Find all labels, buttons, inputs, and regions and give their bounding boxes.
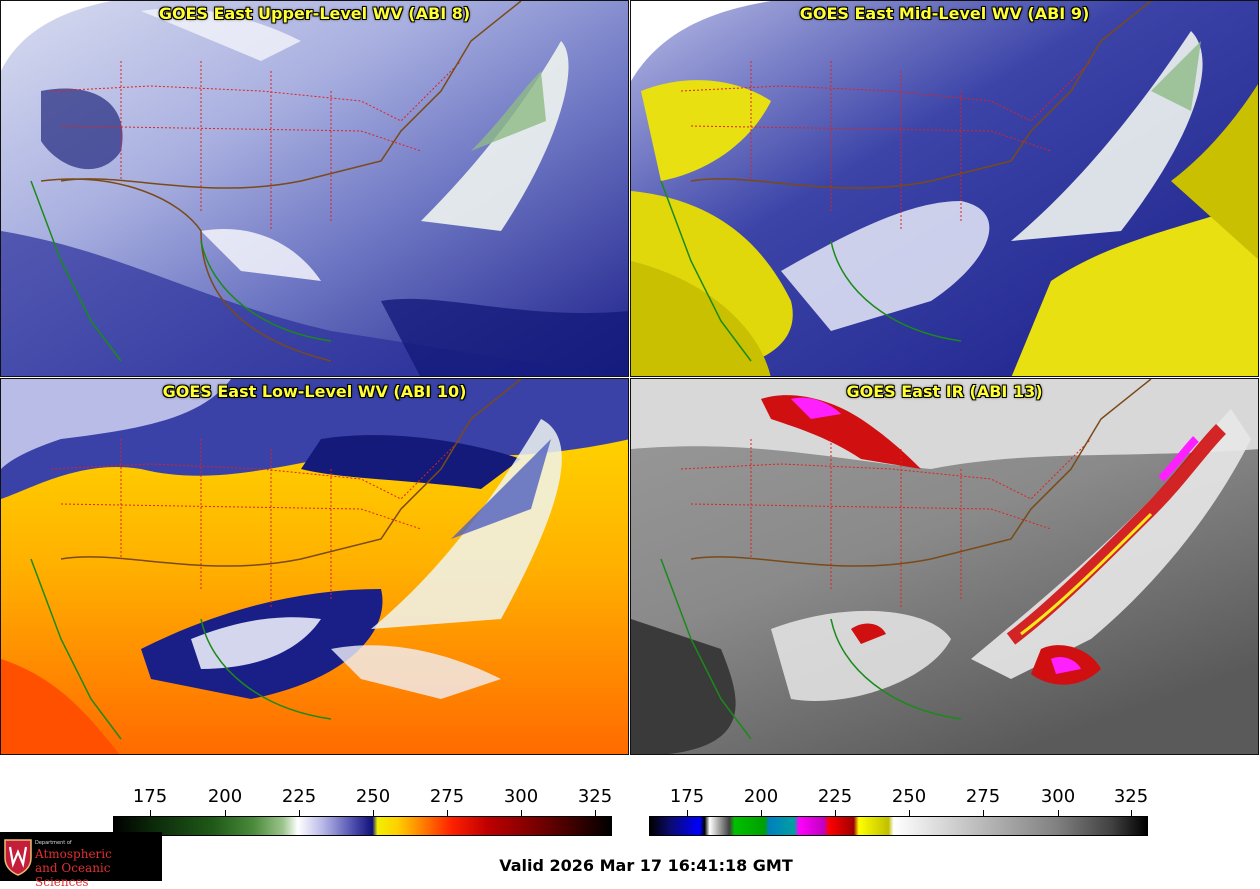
tick-mark [373, 810, 374, 816]
tick-mark [687, 810, 688, 816]
ir-image [631, 379, 1258, 754]
tick-mark [1058, 810, 1059, 816]
panel-title: GOES East IR (ABI 13) [846, 382, 1043, 401]
tick-label: 275 [429, 786, 465, 807]
ir-colorbar-gradient [649, 816, 1148, 836]
tick-label: 325 [577, 786, 613, 807]
low-level-wv-panel: GOES East Low-Level WV (ABI 10) [0, 378, 629, 755]
tick-mark [595, 810, 596, 816]
tick-mark [1131, 810, 1132, 816]
tick-label: 300 [503, 786, 539, 807]
wv-colorbar-ticks: 175 200 225 250 275 300 325 [113, 782, 612, 816]
tick-mark [447, 810, 448, 816]
logo-line1: Atmospheric [35, 847, 112, 861]
ir-panel: GOES East IR (ABI 13) [630, 378, 1259, 755]
tick-label: 250 [355, 786, 391, 807]
valid-time-label: Valid 2026 Mar 17 16:41:18 GMT [499, 856, 793, 875]
wv-colorbar-gradient [113, 816, 612, 836]
low-level-wv-image [1, 379, 628, 754]
mid-level-wv-image [631, 1, 1258, 376]
logo-line2: and Oceanic Sciences [35, 861, 111, 889]
tick-label: 200 [207, 786, 243, 807]
tick-label: 175 [669, 786, 705, 807]
panel-title: GOES East Upper-Level WV (ABI 8) [158, 4, 471, 23]
aos-logo: Department of Atmospheric and Oceanic Sc… [0, 832, 162, 889]
upper-level-wv-panel: GOES East Upper-Level WV (ABI 8) [0, 0, 629, 377]
ir-colorbar-ticks: 175 200 225 250 275 300 325 [649, 782, 1148, 816]
tick-mark [835, 810, 836, 816]
logo-dept-text: Department of [35, 840, 72, 846]
tick-label: 325 [1113, 786, 1149, 807]
tick-mark [521, 810, 522, 816]
tick-label: 225 [817, 786, 853, 807]
tick-label: 200 [743, 786, 779, 807]
ir-colorbar: 175 200 225 250 275 300 325 [649, 782, 1148, 836]
panel-title: GOES East Mid-Level WV (ABI 9) [799, 4, 1090, 23]
tick-label: 275 [965, 786, 1001, 807]
panel-title: GOES East Low-Level WV (ABI 10) [162, 382, 467, 401]
tick-mark [299, 810, 300, 816]
tick-label: 300 [1040, 786, 1076, 807]
tick-mark [983, 810, 984, 816]
tick-mark [909, 810, 910, 816]
tick-label: 250 [891, 786, 927, 807]
tick-mark [150, 810, 151, 816]
mid-level-wv-panel: GOES East Mid-Level WV (ABI 9) [630, 0, 1259, 377]
tick-label: 225 [281, 786, 317, 807]
tick-mark [225, 810, 226, 816]
tick-mark [761, 810, 762, 816]
wv-colorbar: 175 200 225 250 275 300 325 [113, 782, 612, 836]
uw-crest-icon [4, 839, 32, 876]
tick-label: 175 [132, 786, 168, 807]
upper-level-wv-image [1, 1, 628, 376]
